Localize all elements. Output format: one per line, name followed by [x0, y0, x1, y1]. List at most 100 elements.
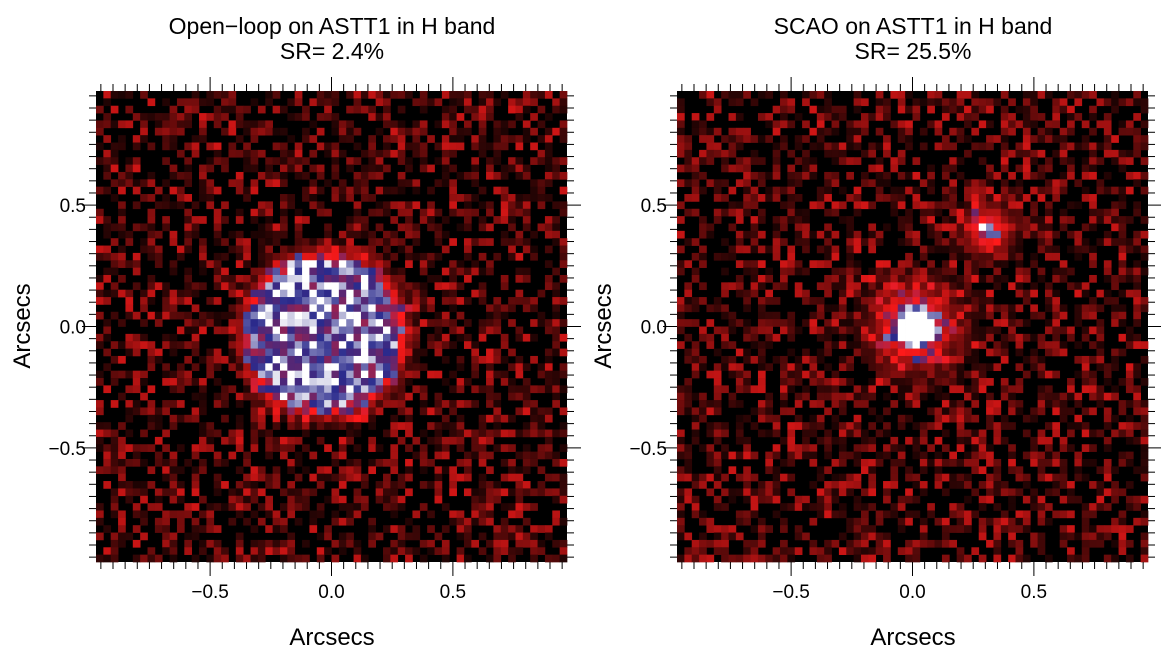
heatmap-cell	[221, 436, 229, 445]
heatmap-cell	[132, 252, 141, 261]
heatmap-cell	[949, 157, 958, 165]
heatmap-cell	[971, 444, 980, 452]
heatmap-cell	[802, 238, 810, 246]
heatmap-cell	[353, 458, 362, 467]
heatmap-cell	[1030, 98, 1038, 107]
heatmap-cell	[493, 171, 502, 180]
heatmap-cell	[757, 157, 766, 165]
heatmap-cell	[302, 554, 310, 563]
heatmap-cell	[257, 385, 266, 394]
heatmap-cell	[787, 216, 796, 224]
heatmap-cell	[221, 392, 229, 401]
heatmap-cell	[331, 539, 340, 548]
heatmap-cell	[897, 503, 906, 511]
heatmap-cell	[96, 282, 104, 291]
heatmap-cell	[118, 223, 126, 232]
heatmap-cell	[103, 98, 112, 107]
heatmap-cell	[787, 385, 796, 394]
heatmap-cell	[750, 539, 759, 548]
heatmap-cell	[221, 157, 229, 165]
heatmap-cell	[846, 267, 854, 276]
heatmap-cell	[971, 267, 980, 276]
heatmap-cell	[809, 105, 818, 114]
heatmap-cell	[816, 503, 825, 511]
heatmap-cell	[449, 385, 457, 394]
heatmap-cell	[897, 319, 906, 327]
heatmap-cell	[302, 260, 310, 268]
heatmap-cell	[294, 436, 303, 445]
heatmap-cell	[405, 326, 413, 335]
heatmap-cell	[1022, 127, 1031, 136]
heatmap-cell	[154, 120, 163, 129]
heatmap-cell	[971, 230, 980, 239]
heatmap-cell	[846, 429, 854, 438]
heatmap-cell	[919, 333, 928, 342]
heatmap-cell	[169, 385, 178, 394]
heatmap-cell	[816, 186, 825, 195]
heatmap-cell	[287, 355, 296, 364]
heatmap-cell	[897, 127, 906, 136]
heatmap-cell	[905, 282, 913, 291]
heatmap-cell	[1096, 289, 1105, 298]
heatmap-cell	[1037, 333, 1046, 342]
heatmap-cell	[118, 341, 126, 349]
heatmap-cell	[346, 120, 354, 129]
heatmap-cell	[883, 179, 891, 188]
heatmap-cell	[243, 311, 251, 320]
heatmap-cell	[802, 289, 810, 298]
heatmap-cell	[1125, 149, 1134, 158]
heatmap-cell	[449, 149, 457, 158]
heatmap-cell	[890, 326, 899, 335]
heatmap-cell	[846, 127, 854, 136]
heatmap-cell	[780, 385, 788, 394]
heatmap-cell	[250, 444, 259, 452]
heatmap-cell	[883, 547, 891, 555]
heatmap-cell	[971, 186, 980, 195]
heatmap-cell	[199, 311, 207, 320]
heatmap-cell	[1067, 488, 1075, 497]
heatmap-cell	[941, 164, 950, 173]
heatmap-cell	[294, 223, 303, 232]
heatmap-cell	[743, 488, 751, 497]
heatmap-cell	[147, 223, 156, 232]
heatmap-cell	[787, 407, 796, 416]
heatmap-cell	[522, 458, 531, 467]
heatmap-cell	[1044, 304, 1053, 313]
heatmap-cell	[279, 400, 288, 408]
heatmap-cell	[1133, 466, 1141, 475]
heatmap-cell	[978, 223, 987, 232]
heatmap-cell	[1081, 547, 1090, 555]
heatmap-cell	[368, 392, 377, 401]
heatmap-cell	[1089, 341, 1097, 349]
heatmap-cell	[1111, 392, 1119, 401]
heatmap-cell	[772, 422, 781, 430]
heatmap-cell	[316, 547, 325, 555]
heatmap-cell	[346, 458, 354, 467]
heatmap-cell	[390, 341, 399, 349]
heatmap-cell	[537, 370, 546, 379]
heatmap-cell	[463, 98, 472, 107]
heatmap-cell	[405, 252, 413, 261]
heatmap-cell	[228, 245, 237, 254]
heatmap-cell	[971, 260, 980, 268]
heatmap-cell	[1052, 422, 1061, 430]
heatmap-cell	[169, 539, 178, 548]
heatmap-cell	[110, 252, 119, 261]
heatmap-cell	[397, 532, 406, 541]
heatmap-cell	[96, 274, 104, 283]
heatmap-cell	[405, 392, 413, 401]
heatmap-cell	[1030, 149, 1038, 158]
heatmap-cell	[493, 370, 502, 379]
heatmap-cell	[750, 289, 759, 298]
heatmap-cell	[905, 392, 913, 401]
heatmap-cell	[1059, 348, 1068, 357]
heatmap-cell	[860, 355, 869, 364]
heatmap-cell	[890, 444, 899, 452]
heatmap-cell	[449, 319, 457, 327]
heatmap-cell	[346, 230, 354, 239]
heatmap-cell	[860, 503, 869, 511]
heatmap-cell	[794, 355, 803, 364]
heatmap-cell	[471, 341, 480, 349]
heatmap-cell	[956, 319, 965, 327]
heatmap-cell	[860, 436, 869, 445]
